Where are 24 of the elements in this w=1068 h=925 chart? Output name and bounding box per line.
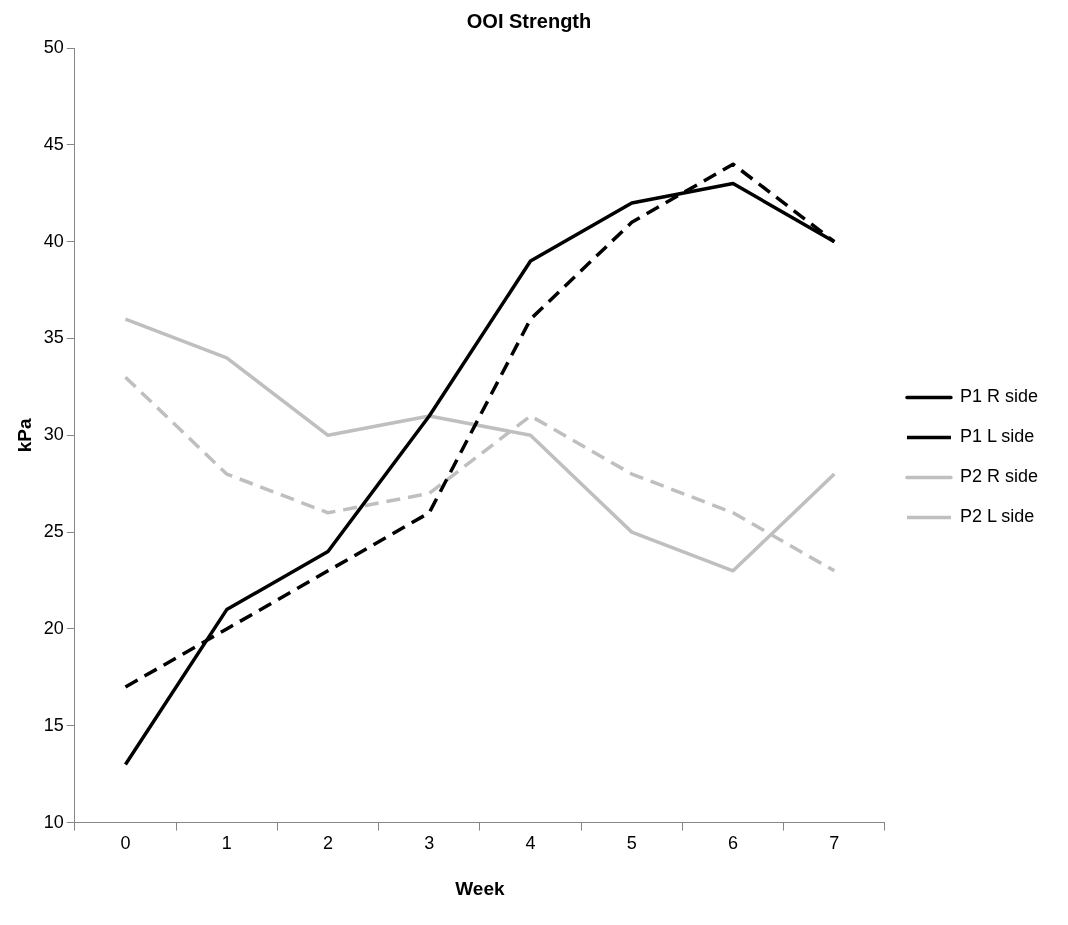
y-tick-label: 30 bbox=[43, 424, 64, 445]
x-tick-label: 0 bbox=[120, 833, 131, 854]
y-tick-label: 50 bbox=[43, 36, 64, 57]
x-tick-label: 1 bbox=[221, 833, 232, 854]
y-tick-label: 35 bbox=[43, 327, 64, 348]
x-tick-label: 7 bbox=[829, 833, 840, 854]
y-axis-title: kPa bbox=[13, 417, 35, 453]
chart-title: OOI Strength bbox=[466, 9, 592, 32]
x-axis-title: Week bbox=[455, 877, 505, 899]
y-tick-label: 25 bbox=[43, 521, 64, 542]
y-tick-label: 40 bbox=[43, 230, 64, 251]
legend-label: P1 R side bbox=[959, 386, 1039, 407]
y-tick-label: 45 bbox=[43, 133, 64, 154]
y-tick-label: 20 bbox=[43, 617, 64, 638]
x-tick-label: 2 bbox=[322, 833, 333, 854]
x-tick-label: 6 bbox=[728, 833, 739, 854]
legend-label: P2 L side bbox=[959, 506, 1035, 527]
x-tick-label: 4 bbox=[525, 833, 536, 854]
x-tick-label: 3 bbox=[424, 833, 435, 854]
y-tick-label: 10 bbox=[43, 811, 64, 832]
legend-label: P2 R side bbox=[959, 466, 1039, 487]
y-tick-label: 15 bbox=[43, 714, 64, 735]
legend-label: P1 L side bbox=[959, 426, 1035, 447]
x-tick-label: 5 bbox=[626, 833, 637, 854]
